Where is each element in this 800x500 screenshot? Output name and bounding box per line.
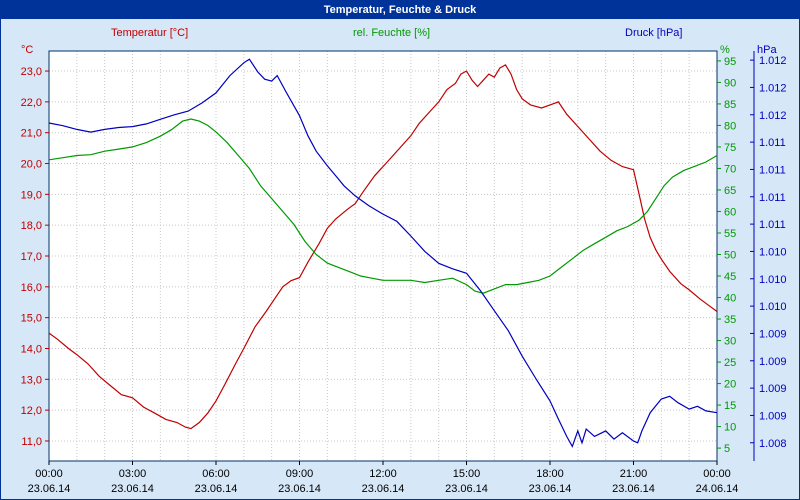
x-date-label: 24.06.14 xyxy=(696,483,739,495)
x-time-label: 09:00 xyxy=(286,468,314,480)
x-date-label: 23.06.14 xyxy=(529,483,572,495)
x-date-label: 23.06.14 xyxy=(111,483,154,495)
temperature-tick-label: 23,0 xyxy=(21,66,42,78)
x-time-label: 18:00 xyxy=(536,468,564,480)
humidity-tick-label: 60 xyxy=(724,206,736,218)
x-date-label: 23.06.14 xyxy=(195,483,238,495)
temperature-tick-label: 13,0 xyxy=(21,374,42,386)
chart-plot: 23,0 22,0 21,0 20,0 19,0 18,0 17,0 16,0 15,0 14,0… xyxy=(21,50,787,495)
temperature-tick-label: 21,0 xyxy=(21,128,42,140)
humidity-tick-label: 50 xyxy=(724,249,736,261)
pressure-tick-label: 1.012 xyxy=(759,110,787,122)
pressure-tick-label: 1.011 xyxy=(759,137,786,149)
humidity-tick-label: 80 xyxy=(724,120,736,132)
legend-temperature: Temperatur [°C] xyxy=(111,27,189,39)
temperature-tick-label: 14,0 xyxy=(21,343,42,355)
humidity-tick-label: 10 xyxy=(724,422,736,434)
chart-area: 23,0 22,0 21,0 20,0 19,0 18,0 17,0 16,0 15,0 14,0… xyxy=(1,19,799,499)
humidity-tick-label: 35 xyxy=(724,314,736,326)
pressure-tick-label: 1.009 xyxy=(759,356,787,368)
humidity-tick-label: 70 xyxy=(724,163,736,175)
temperature-tick-label: 17,0 xyxy=(21,251,42,263)
pressure-tick-label: 1.010 xyxy=(759,301,787,313)
pressure-series-line xyxy=(48,58,718,448)
x-time-label: 00:00 xyxy=(35,468,63,480)
humidity-tick-label: 75 xyxy=(724,142,736,154)
x-date-label: 23.06.14 xyxy=(612,483,655,495)
temperature-series-line xyxy=(48,64,718,430)
x-date-label: 23.06.14 xyxy=(278,483,321,495)
humidity-tick-label: 90 xyxy=(724,77,736,89)
temperature-tick-label: 11,0 xyxy=(21,436,42,448)
temperature-tick-label: 15,0 xyxy=(21,313,42,325)
humidity-tick-label: 85 xyxy=(724,99,736,111)
temperature-tick-label: 12,0 xyxy=(21,405,42,417)
x-time-label: 06:00 xyxy=(202,468,230,480)
humidity-tick-label: 20 xyxy=(724,379,736,391)
humidity-tick-label: 55 xyxy=(724,228,736,240)
humidity-tick-label: 15 xyxy=(724,400,736,412)
x-time-label: 21:00 xyxy=(620,468,648,480)
window-title: Temperatur, Feuchte & Druck xyxy=(323,4,477,16)
x-time-label: 00:00 xyxy=(703,468,731,480)
pressure-tick-label: 1.011 xyxy=(759,164,786,176)
humidity-tick-label: 95 xyxy=(724,56,736,68)
x-time-label: 03:00 xyxy=(119,468,147,480)
humidity-series-line xyxy=(48,118,718,294)
window-titlebar: Temperatur, Feuchte & Druck xyxy=(1,1,799,19)
pressure-tick-label: 1.009 xyxy=(759,383,787,395)
temperature-tick-label: 18,0 xyxy=(21,220,42,232)
temperature-tick-label: 20,0 xyxy=(21,159,42,171)
legend-pressure: Druck [hPa] xyxy=(625,27,683,39)
x-time-label: 12:00 xyxy=(369,468,397,480)
temperature-tick-label: 22,0 xyxy=(21,97,42,109)
pressure-tick-label: 1.009 xyxy=(759,410,787,422)
pressure-tick-label: 1.012 xyxy=(759,82,787,94)
humidity-tick-label: 25 xyxy=(724,357,736,369)
temperature-tick-label: 16,0 xyxy=(21,282,42,294)
legend-humidity: rel. Feuchte [%] xyxy=(353,27,431,39)
pressure-tick-label: 1.009 xyxy=(759,328,787,340)
x-date-label: 23.06.14 xyxy=(28,483,71,495)
humidity-tick-label: 45 xyxy=(724,271,736,283)
x-time-label: 15:00 xyxy=(453,468,481,480)
x-date-label: 23.06.14 xyxy=(445,483,488,495)
humidity-tick-label: 40 xyxy=(724,293,736,305)
humidity-tick-label: 65 xyxy=(724,185,736,197)
pressure-axis-unit: hPa xyxy=(757,44,777,56)
x-date-label: 23.06.14 xyxy=(362,483,405,495)
humidity-tick-label: 30 xyxy=(724,336,736,348)
temperature-tick-label: 19,0 xyxy=(21,189,42,201)
humidity-axis-unit: % xyxy=(720,44,730,56)
pressure-tick-label: 1.011 xyxy=(759,219,786,231)
pressure-tick-label: 1.010 xyxy=(759,274,787,286)
pressure-tick-label: 1.008 xyxy=(759,438,787,450)
pressure-tick-label: 1.011 xyxy=(759,192,786,204)
pressure-tick-label: 1.012 xyxy=(759,55,787,67)
pressure-tick-label: 1.010 xyxy=(759,246,787,258)
temperature-axis-unit: °C xyxy=(21,44,34,56)
humidity-tick-label: 5 xyxy=(724,443,730,455)
